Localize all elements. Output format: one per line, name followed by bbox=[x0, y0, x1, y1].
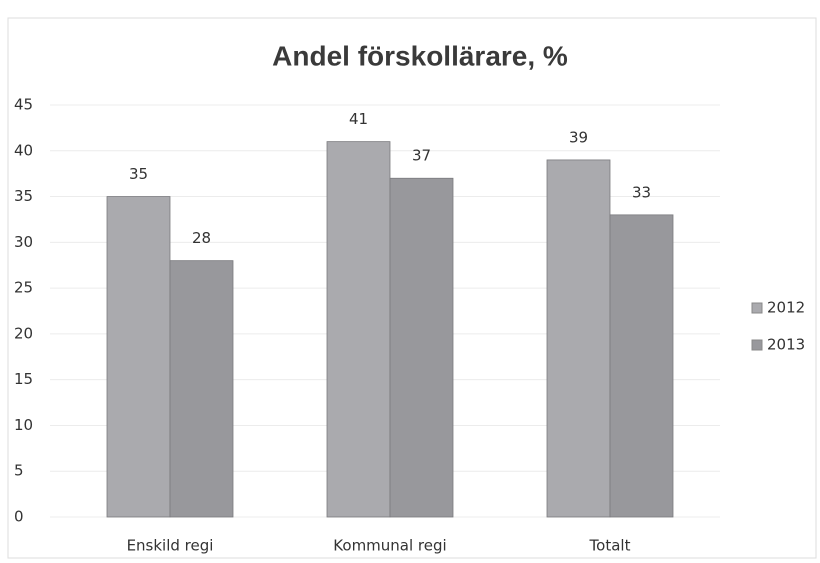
legend-label: 2013 bbox=[767, 336, 805, 354]
bar bbox=[326, 141, 391, 518]
chart-title: Andel förskollärare, % bbox=[272, 40, 568, 71]
data-label: 35 bbox=[129, 165, 148, 183]
y-tick-label: 40 bbox=[14, 141, 33, 159]
y-tick-label: 35 bbox=[14, 187, 33, 205]
data-label: 33 bbox=[632, 183, 651, 201]
data-label: 41 bbox=[349, 110, 368, 128]
x-tick-label: Enskild regi bbox=[127, 537, 214, 555]
bar bbox=[546, 159, 611, 518]
x-tick-label: Kommunal regi bbox=[333, 537, 446, 555]
data-label: 28 bbox=[192, 229, 211, 247]
x-tick-label: Totalt bbox=[589, 537, 631, 555]
y-tick-label: 5 bbox=[14, 462, 24, 480]
y-tick-label: 0 bbox=[14, 508, 24, 526]
chart-frame bbox=[7, 17, 817, 559]
bar bbox=[609, 214, 674, 518]
y-tick-label: 25 bbox=[14, 279, 33, 297]
y-tick-label: 15 bbox=[14, 370, 33, 388]
y-tick-label: 30 bbox=[14, 233, 33, 251]
y-tick-label: 45 bbox=[14, 96, 33, 114]
bar bbox=[169, 260, 234, 518]
data-label: 37 bbox=[412, 147, 431, 165]
bar bbox=[106, 196, 171, 518]
y-tick-label: 20 bbox=[14, 324, 33, 342]
bar bbox=[389, 177, 454, 518]
legend-swatch bbox=[751, 302, 763, 314]
y-tick-label: 10 bbox=[14, 416, 33, 434]
legend-label: 2012 bbox=[767, 299, 805, 317]
data-label: 39 bbox=[569, 128, 588, 146]
legend-swatch bbox=[751, 339, 763, 351]
